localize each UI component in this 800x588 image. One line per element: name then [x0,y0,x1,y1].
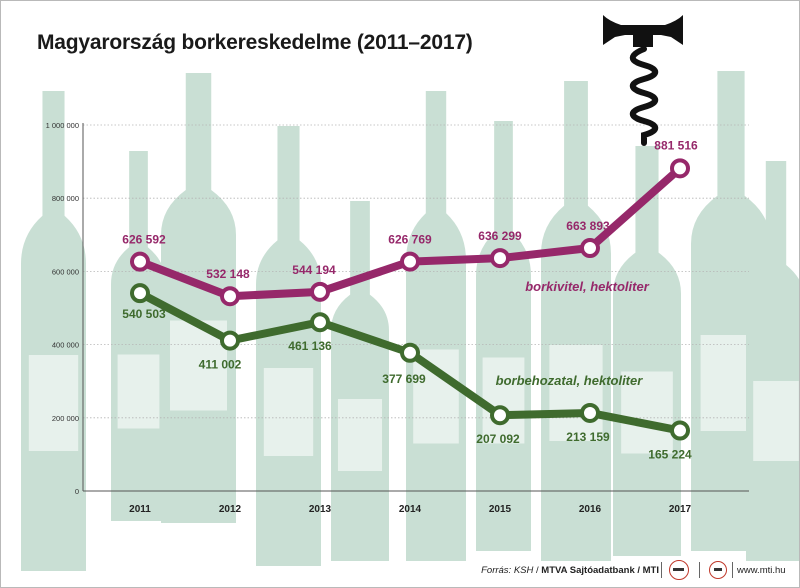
data-label: 207 092 [476,432,520,446]
data-label: 532 148 [206,267,250,281]
data-label: 411 002 [199,358,242,372]
data-point [220,286,240,307]
data-point [670,158,690,179]
mti-logo-icon [709,561,727,579]
website-link[interactable]: www.mti.hu [737,565,786,576]
x-tick-label: 2015 [489,504,512,515]
bottle-label [482,357,525,444]
data-label: 540 503 [122,307,166,321]
data-label: 626 592 [122,233,166,247]
bottle-label [337,399,383,471]
wine-bottle-icon [21,91,86,571]
series-1: 540 503 411 002 461 136 377 699 207 092 213 1… [122,283,692,462]
data-point [400,251,420,272]
data-point [490,248,510,269]
data-point [490,405,510,426]
bottle-label [549,345,603,441]
y-tick-label: 0 [75,487,79,496]
data-point [580,238,600,259]
bottle-label [263,368,314,456]
wine-bottle-icon [476,121,531,551]
data-point [130,251,150,272]
y-tick-label: 400 000 [52,341,79,350]
x-tick-label: 2013 [309,504,332,515]
data-label: 377 699 [382,372,426,386]
data-point [220,330,240,351]
series: 626 592 532 148 544 194 626 769 636 299 663 8… [122,138,698,461]
x-tick-label: 2012 [219,504,242,515]
data-label: 626 769 [388,233,432,247]
data-label: 881 516 [654,138,698,152]
footer: Forrás: KSH / MTVA Sajtóadatbank / MTI w… [1,559,799,583]
y-tick-label: 200 000 [52,414,79,423]
x-tick-label: 2017 [669,504,692,515]
data-point [130,283,150,304]
footer-separator [732,562,733,578]
data-label: 636 299 [478,229,522,243]
footer-separator [661,562,662,578]
data-label: 461 136 [288,339,332,353]
data-point [670,420,690,441]
bottle-label [28,355,79,451]
bottle-label [753,381,799,461]
axes: 0 200 000 400 000 600 000 800 000 1 000 000 20… [46,121,749,515]
y-tick-label: 800 000 [52,194,79,203]
data-label: 165 224 [648,448,692,462]
mtva-logo-icon [669,560,689,580]
corkscrew-icon [603,15,683,146]
y-tick-label: 1 000 000 [46,121,79,130]
bottle-label [117,354,160,429]
x-tick-label: 2011 [129,504,151,515]
chart-title: Magyarország borkereskedelme (2011–2017) [37,31,473,54]
source-label: Forrás: KSH [481,565,534,576]
data-label: 544 194 [292,263,336,277]
bottle-label [413,349,459,444]
series-name-label: borkivitel, hektoliter [525,279,649,294]
data-label: 213 159 [566,430,610,444]
data-point [310,312,330,333]
series-name-label: borbehozatal, hektoliter [496,373,644,388]
wine-bottle-icon [331,201,389,561]
source-agency: MTVA Sajtóadatbank / MTI [541,565,659,576]
data-point [580,402,600,423]
source-credit: Forrás: KSH / MTVA Sajtóadatbank / MTI [481,565,659,576]
bottle-label [621,371,673,454]
data-point [310,281,330,302]
x-tick-label: 2016 [579,504,602,515]
data-label: 663 893 [566,219,610,233]
series-0: 626 592 532 148 544 194 626 769 636 299 663 8… [122,138,698,307]
data-point [400,342,420,363]
wine-bottle-icon [111,151,166,521]
footer-separator [699,562,700,578]
wine-bottle-icon [613,146,681,556]
y-tick-label: 600 000 [52,267,79,276]
x-tick-label: 2014 [399,504,422,515]
wine-bottle-icon [541,81,611,561]
